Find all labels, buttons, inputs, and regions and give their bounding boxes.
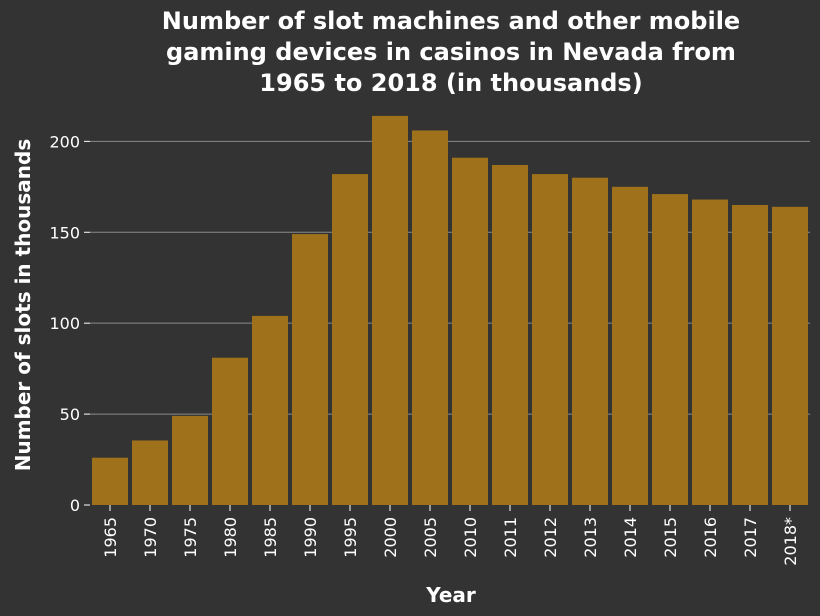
x-tick-label: 1970 <box>141 517 160 558</box>
bar <box>532 174 568 505</box>
x-tick-label: 2000 <box>381 517 400 558</box>
x-tick-label: 2013 <box>581 517 600 558</box>
bar <box>612 186 648 505</box>
plot-area <box>90 105 810 505</box>
bar <box>572 177 608 505</box>
x-tick-label: 2016 <box>701 517 720 558</box>
bar <box>692 199 728 505</box>
x-tick-label: 1995 <box>341 517 360 558</box>
chart-title-line-1: Number of slot machines and other mobile <box>162 7 740 35</box>
bar <box>252 315 288 505</box>
bar <box>292 234 328 505</box>
y-axis-label: Number of slots in thousands <box>11 139 35 472</box>
x-tick-label: 2011 <box>501 517 520 558</box>
bar <box>92 457 128 505</box>
x-tick-label: 1985 <box>261 517 280 558</box>
x-tick-label: 2015 <box>661 517 680 558</box>
x-tick-label: 2012 <box>541 517 560 558</box>
chart-title-line-3: 1965 to 2018 (in thousands) <box>259 69 642 97</box>
bar <box>212 357 248 505</box>
x-tick-label: 1980 <box>221 517 240 558</box>
bar <box>652 194 688 505</box>
y-axis-ticks: 0 50 100 150 200 <box>49 132 90 515</box>
y-tick-label: 50 <box>60 405 80 424</box>
x-tick-label: 2018* <box>781 517 800 566</box>
y-tick-label: 0 <box>70 496 80 515</box>
x-tick-label: 1975 <box>181 517 200 558</box>
gridlines <box>90 140 810 415</box>
y-tick-label: 200 <box>49 132 80 151</box>
bar <box>372 115 408 505</box>
x-tick-label: 2014 <box>621 517 640 558</box>
bar <box>172 415 208 505</box>
bar <box>452 157 488 505</box>
x-tick-label: 2010 <box>461 517 480 558</box>
x-axis-label: Year <box>425 583 476 607</box>
y-tick-label: 100 <box>49 314 80 333</box>
x-axis-ticks: 1965 1970 1975 1980 1985 1990 1995 2000 2005 2010… <box>101 505 800 566</box>
bar <box>412 130 448 506</box>
bar <box>132 440 168 505</box>
bar <box>492 165 528 505</box>
y-tick-label: 150 <box>49 223 80 242</box>
bars <box>92 115 808 506</box>
x-tick-label: 2017 <box>741 517 760 558</box>
x-tick-label: 2005 <box>421 517 440 558</box>
chart-title-line-2: gaming devices in casinos in Nevada from <box>166 38 736 66</box>
bar <box>732 205 768 505</box>
x-tick-label: 1965 <box>101 517 120 558</box>
x-tick-label: 1990 <box>301 517 320 558</box>
bar <box>332 174 368 505</box>
bar <box>772 206 808 505</box>
